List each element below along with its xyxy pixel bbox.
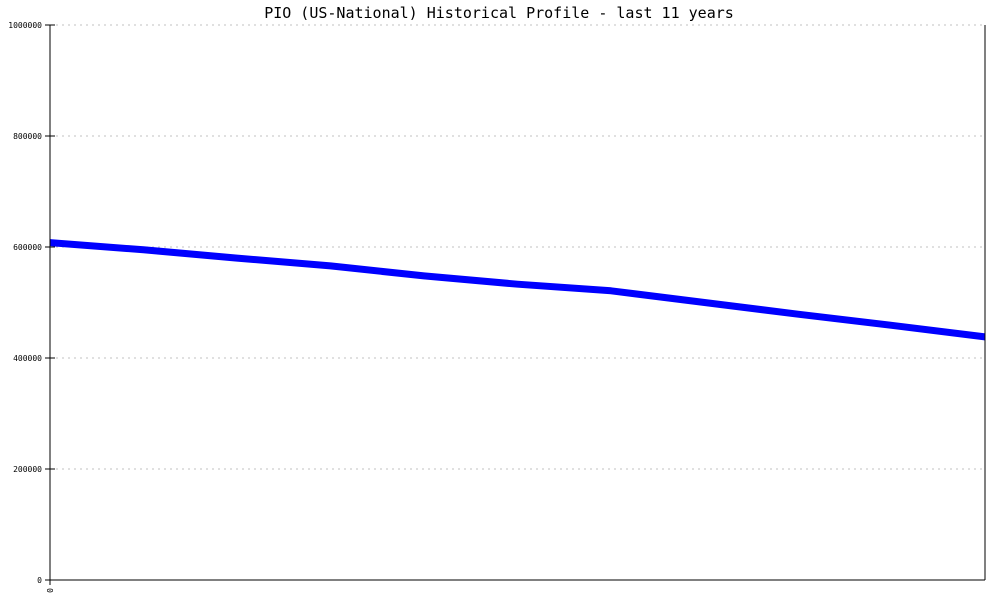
y-tick-label: 400000 (13, 354, 42, 363)
y-tick-label: 600000 (13, 243, 42, 252)
chart-title: PIO (US-National) Historical Profile - l… (264, 4, 734, 22)
y-tick-label: 800000 (13, 132, 42, 141)
y-tick-label: 0 (37, 576, 42, 585)
y-tick-label: 1000000 (8, 21, 42, 30)
y-tick-label: 200000 (13, 465, 42, 474)
series-line (49, 239, 986, 341)
x-tick-label: 0 (46, 588, 55, 593)
